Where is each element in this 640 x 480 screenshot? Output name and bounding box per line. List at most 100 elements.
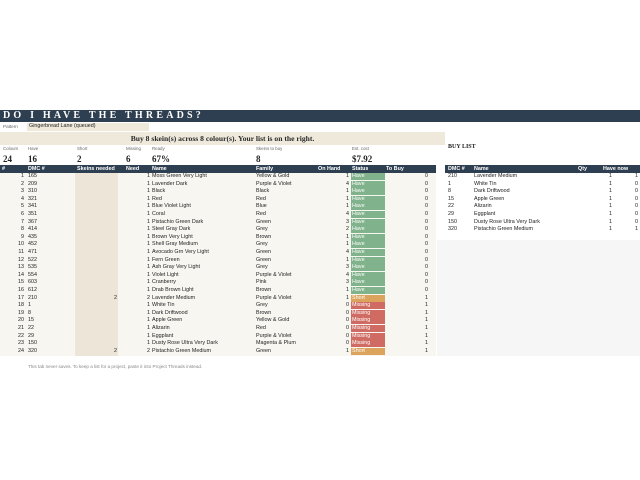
cell: 210 bbox=[28, 294, 37, 301]
status-cell: Have bbox=[351, 279, 385, 287]
cell: 2 bbox=[114, 294, 117, 301]
cell: 20 bbox=[18, 317, 24, 324]
status-cell: Have bbox=[351, 180, 385, 188]
cell: 209 bbox=[28, 180, 37, 187]
cell: Purple & Violet bbox=[256, 180, 292, 187]
buy-cell: 150 bbox=[448, 218, 457, 225]
cell: 2 bbox=[346, 226, 349, 233]
cell: 165 bbox=[28, 173, 37, 179]
cell: 1 bbox=[425, 347, 428, 354]
stat-label: Short bbox=[77, 146, 88, 151]
cell: 341 bbox=[28, 203, 37, 210]
cell: Grey bbox=[256, 302, 268, 309]
column-header: Family bbox=[256, 166, 274, 172]
pattern-value[interactable]: Gingerbread Lane (queued) bbox=[27, 123, 149, 131]
cell: 321 bbox=[28, 195, 37, 202]
cell: 1 bbox=[425, 340, 428, 347]
cell: 21 bbox=[18, 325, 24, 331]
cell: 1 bbox=[425, 302, 428, 309]
cell: 367 bbox=[28, 218, 37, 225]
cell: Blue Violet Light bbox=[152, 203, 191, 210]
summary: Buy 8 skein(s) across 8 colour(s). Your … bbox=[130, 134, 315, 143]
cell: 2 bbox=[21, 180, 24, 187]
cell: 554 bbox=[28, 271, 37, 278]
cell: 1 bbox=[147, 188, 150, 195]
cell: Red bbox=[256, 325, 266, 331]
stat-label: Missing bbox=[126, 146, 141, 151]
cell: 1 bbox=[147, 332, 150, 339]
cell: 0 bbox=[425, 218, 428, 225]
cell: Coral bbox=[152, 211, 165, 217]
column-header: Status bbox=[352, 166, 369, 172]
cell: 320 bbox=[28, 347, 37, 354]
cell: 22 bbox=[18, 332, 24, 339]
buy-cell: Lavender Medium bbox=[474, 173, 518, 179]
cell: 1 bbox=[147, 309, 150, 316]
cell: 1 bbox=[147, 340, 150, 347]
buy-cell: Eggplant bbox=[474, 211, 496, 217]
input-column-bg bbox=[75, 173, 118, 356]
buy-cell: Dusty Rose Ultra Very Dark bbox=[474, 218, 540, 225]
cell: 9 bbox=[21, 233, 24, 240]
buy-cell: 8 bbox=[448, 188, 451, 195]
title-bar bbox=[0, 110, 640, 122]
cell: 1 bbox=[147, 211, 150, 217]
cell: Blue bbox=[256, 203, 267, 210]
status-cell: Short bbox=[351, 294, 385, 302]
status-cell: Have bbox=[351, 271, 385, 279]
cell: Dusty Rose Ultra Very Dark bbox=[152, 340, 218, 347]
cell: Apple Green bbox=[152, 317, 183, 324]
stat-label: Skeins to buy bbox=[256, 146, 283, 151]
cell: Moss Green Very Light bbox=[152, 173, 207, 179]
cell: Steel Gray Dark bbox=[152, 226, 191, 233]
buy-cell: 0 bbox=[635, 180, 638, 187]
cell: 17 bbox=[18, 294, 24, 301]
cell: 1 bbox=[346, 173, 349, 179]
cell: Lavender Medium bbox=[152, 294, 196, 301]
cell: 0 bbox=[425, 241, 428, 248]
cell: Yellow & Gold bbox=[256, 173, 290, 179]
status-cell: Have bbox=[351, 287, 385, 294]
cell: Avocado Grn Very Light bbox=[152, 249, 209, 255]
cell: 19 bbox=[18, 309, 24, 316]
column-header: Skeins needed bbox=[77, 166, 115, 172]
cell: Grey bbox=[256, 241, 268, 248]
stat-value: 6 bbox=[126, 154, 131, 164]
status-cell: Have bbox=[351, 173, 385, 180]
cell: 4 bbox=[346, 211, 349, 217]
buy-cell: 320 bbox=[448, 226, 457, 233]
cell: White Tin bbox=[152, 302, 175, 309]
buy-cell: White Tin bbox=[474, 180, 497, 187]
cell: 435 bbox=[28, 233, 37, 240]
cell: Dark Driftwood bbox=[152, 309, 188, 316]
cell: 23 bbox=[18, 340, 24, 347]
cell: 414 bbox=[28, 226, 37, 233]
cell: 1 bbox=[147, 249, 150, 255]
stat-value: 2 bbox=[77, 154, 82, 164]
cell: 1 bbox=[346, 287, 349, 293]
cell: 5 bbox=[21, 203, 24, 210]
cell: 18 bbox=[18, 302, 24, 309]
cell: Grey bbox=[256, 264, 268, 271]
cell: 1 bbox=[147, 271, 150, 278]
cell: 3 bbox=[346, 264, 349, 271]
cell: Purple & Violet bbox=[256, 294, 292, 301]
cell: Cranberry bbox=[152, 279, 176, 286]
buy-cell: Pistachio Green Medium bbox=[474, 226, 534, 233]
buy-cell: Dark Driftwood bbox=[474, 188, 510, 195]
cell: Violet Light bbox=[152, 271, 179, 278]
cell: Fern Green bbox=[152, 256, 180, 263]
cell: 4 bbox=[21, 195, 24, 202]
cell: 11 bbox=[18, 249, 24, 255]
column-header: Have now bbox=[603, 166, 629, 172]
note: This tab never saves. To keep a list for… bbox=[28, 364, 203, 369]
cell: 16 bbox=[18, 287, 24, 293]
buy-cell: 0 bbox=[635, 211, 638, 217]
column-header: Qty bbox=[578, 166, 587, 172]
cell: 0 bbox=[425, 271, 428, 278]
buy-cell: 1 bbox=[609, 195, 612, 202]
stat-value: 8 bbox=[256, 154, 261, 164]
status-cell: Have bbox=[351, 249, 385, 256]
cell: 1 bbox=[28, 302, 31, 309]
